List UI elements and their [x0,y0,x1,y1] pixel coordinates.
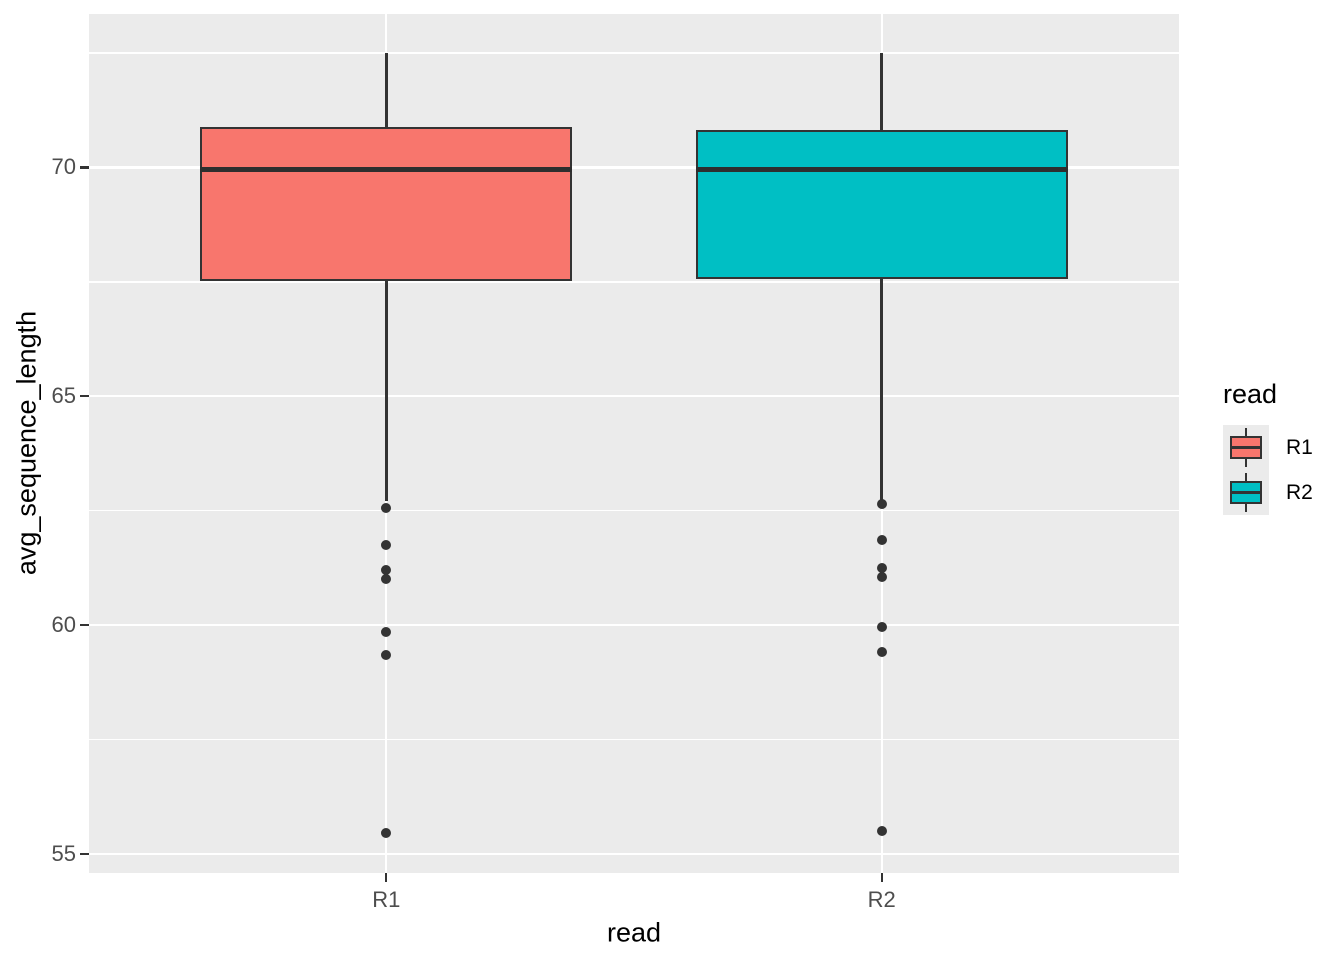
outlier-R2-61.25 [876,562,887,573]
outlier-R2-61.05 [876,571,887,582]
x-tick-label-R1: R1 [372,887,401,912]
gridline-y-major-60 [89,623,1179,627]
whisker-lower-R1 [384,280,388,502]
y-tick-mark-60 [80,623,89,627]
y-axis-title: avg_sequence_length [11,310,42,576]
legend: read R1 R2 [1223,379,1344,515]
outlier-R2-61.85 [876,535,887,546]
legend-key-R1 [1223,425,1269,470]
outlier-R2-62.65 [876,498,887,509]
outlier-R1-59.35 [381,649,392,660]
gridline-y-major-55 [89,852,1179,855]
legend-key-R2 [1223,470,1269,515]
outlier-R2-59.4 [876,647,887,658]
y-tick-label-70: 70 [51,154,76,180]
whisker-upper-R1 [384,52,388,128]
outlier-R2-59.95 [876,622,887,633]
x-axis-title: read [606,917,662,948]
gridline-y-major-65 [89,394,1179,398]
y-tick-label-60: 60 [51,611,76,637]
legend-median-icon-R1 [1230,446,1262,449]
outlier-R1-55.45 [381,828,392,839]
legend-label-R2: R2 [1286,481,1313,504]
gridline-y-minor-67.5 [89,280,1179,283]
outlier-R1-59.85 [381,626,392,637]
plot-panel [89,14,1179,873]
whisker-lower-R2 [880,279,884,502]
median-R1 [200,167,573,173]
y-tick-mark-70 [80,166,89,169]
x-tick-label-R2: R2 [867,887,896,912]
y-tick-mark-65 [80,394,89,398]
outlier-R1-62.55 [381,503,392,514]
median-R2 [695,167,1068,173]
y-tick-mark-55 [80,852,89,855]
whisker-upper-R2 [880,52,884,130]
legend-entry-R1: R1 [1223,425,1344,470]
legend-label-R1: R1 [1286,436,1313,459]
legend-entry-R2: R2 [1223,470,1344,515]
gridline-y-major-70 [89,166,1179,169]
outlier-R1-61 [381,574,392,585]
outlier-R1-61.2 [381,565,392,576]
outlier-R2-55.5 [876,825,887,836]
legend-entries: R1 R2 [1223,425,1344,515]
outlier-R1-61.75 [381,539,392,550]
x-tick-mark-R1 [385,873,388,882]
box-R2 [695,129,1068,280]
gridline-y-minor-72.5 [89,52,1179,54]
legend-title: read [1223,379,1278,409]
y-tick-label-55: 55 [51,840,76,866]
gridline-y-minor-62.5 [89,509,1179,512]
y-tick-label-65: 65 [51,383,76,409]
x-tick-mark-R2 [880,873,883,882]
gridline-y-minor-57.5 [89,738,1179,741]
legend-median-icon-R2 [1230,491,1262,494]
box-R1 [200,127,573,281]
